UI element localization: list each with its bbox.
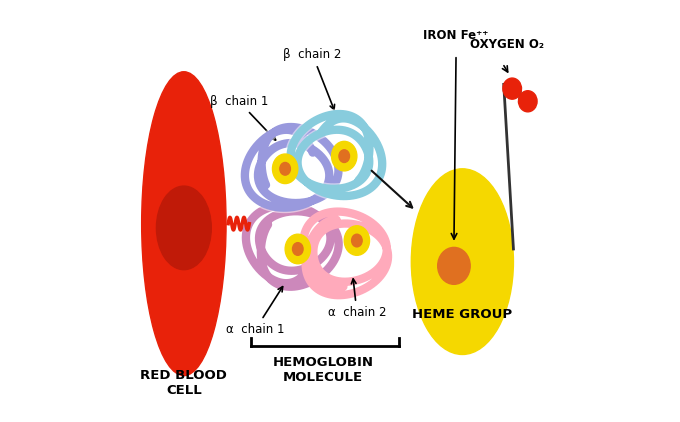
Ellipse shape [156, 186, 211, 270]
Text: β  chain 1: β chain 1 [209, 95, 275, 140]
Ellipse shape [352, 234, 362, 247]
Ellipse shape [292, 243, 303, 255]
Text: α  chain 2: α chain 2 [328, 279, 386, 319]
Ellipse shape [339, 150, 350, 162]
Ellipse shape [141, 72, 226, 376]
Ellipse shape [438, 247, 470, 284]
Ellipse shape [285, 234, 311, 264]
Text: RED BLOOD
CELL: RED BLOOD CELL [141, 369, 227, 397]
Text: IRON Fe⁺⁺: IRON Fe⁺⁺ [424, 29, 489, 42]
Text: α  chain 1: α chain 1 [226, 287, 285, 335]
Ellipse shape [503, 78, 522, 99]
Text: β  chain 2: β chain 2 [284, 49, 342, 110]
Ellipse shape [411, 169, 513, 354]
Text: OXYGEN O₂: OXYGEN O₂ [470, 38, 544, 51]
Ellipse shape [273, 154, 298, 184]
Text: HEME GROUP: HEME GROUP [412, 308, 513, 321]
Ellipse shape [344, 226, 369, 255]
Ellipse shape [332, 141, 357, 171]
Text: HEMOGLOBIN
MOLECULE: HEMOGLOBIN MOLECULE [273, 356, 373, 384]
Ellipse shape [519, 91, 537, 112]
Ellipse shape [280, 162, 290, 175]
